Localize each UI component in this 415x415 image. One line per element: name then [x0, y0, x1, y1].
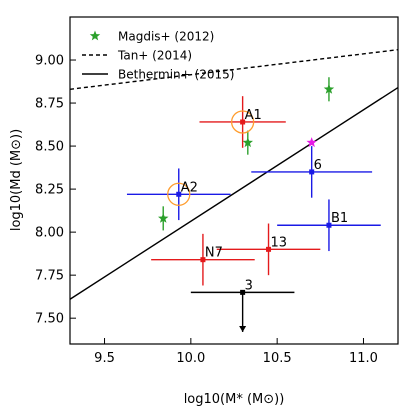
- y-tick-label: 9.00: [35, 54, 64, 69]
- bethermin-2015-line: [70, 86, 398, 300]
- legend-label: Tan+ (2014): [117, 49, 192, 63]
- model-lines: [70, 49, 398, 300]
- x-tick-label: 9.5: [94, 351, 115, 366]
- plot-frame: [69, 16, 399, 345]
- data-marks: [126, 77, 381, 332]
- point-a1-marker: [240, 119, 246, 125]
- point-3-marker: [240, 289, 246, 295]
- y-tick-label: 7.75: [35, 269, 64, 284]
- point-13-marker: [266, 246, 272, 252]
- point-unlabeled-7-marker: [306, 137, 317, 148]
- y-tick-label: 8.25: [35, 183, 64, 198]
- legend: Magdis+ (2012) Tan+ (2014) Bethermin+ (201…: [82, 30, 234, 82]
- legend-label: Magdis+ (2012): [118, 30, 214, 44]
- legend-label: Bethermin+ (2015): [118, 68, 234, 82]
- point-a2-marker: [176, 191, 182, 197]
- y-tick-label: 8.50: [35, 140, 64, 155]
- y-tick-label: 8.00: [35, 226, 64, 241]
- point-a2-label: A2: [181, 180, 198, 195]
- point-b1-marker: [326, 222, 332, 228]
- magdis-star-point: [242, 137, 253, 148]
- magdis-star-point: [323, 83, 335, 94]
- legend-star-icon: [89, 30, 101, 41]
- x-axis-ticks: 9.5 10.0 10.5 11.0: [94, 338, 378, 366]
- point-6-label: 6: [314, 158, 322, 173]
- point-n7-marker: [200, 257, 206, 263]
- point-3-arrowhead: [239, 325, 247, 332]
- point-b1-label: B1: [331, 211, 348, 226]
- point-labels: A1 A2 6 B1 13 N7 3: [181, 108, 348, 293]
- x-tick-label: 10.0: [176, 351, 205, 366]
- x-tick-label: 10.5: [263, 351, 292, 366]
- point-6-marker: [309, 169, 315, 175]
- x-axis-label: log10(M* (M⊙)): [184, 392, 285, 407]
- y-axis-label: log10(Md (M⊙)): [9, 129, 24, 231]
- point-3-label: 3: [245, 278, 253, 293]
- magdis-star-point: [158, 212, 169, 223]
- point-a2-highlight-circle: [167, 182, 191, 206]
- y-tick-label: 8.75: [35, 97, 64, 112]
- x-tick-label: 11.0: [349, 351, 378, 366]
- point-n7-label: N7: [205, 246, 223, 261]
- point-a1-label: A1: [245, 108, 262, 123]
- y-tick-label: 7.50: [35, 312, 64, 327]
- point-a1-highlight-circle: [230, 110, 255, 134]
- y-axis-ticks: 7.50 7.75 8.00 8.25 8.50 8.75 9.00: [35, 54, 76, 327]
- point-13-label: 13: [271, 235, 288, 250]
- tan-2014-line: [70, 49, 398, 90]
